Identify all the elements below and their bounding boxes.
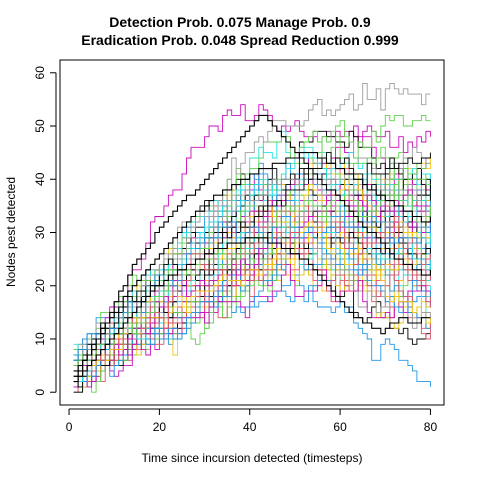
series-line bbox=[73, 210, 431, 377]
y-tick-label: 30 bbox=[33, 226, 47, 240]
series-line bbox=[73, 205, 431, 372]
y-tick-label: 10 bbox=[33, 332, 47, 346]
series-line bbox=[73, 205, 431, 393]
series-line bbox=[73, 178, 431, 388]
series-line bbox=[73, 216, 431, 372]
x-tick-label: 60 bbox=[333, 420, 347, 434]
y-axis-label: Nodes pest detected bbox=[4, 176, 18, 288]
series-line bbox=[73, 152, 431, 367]
series-line bbox=[73, 189, 431, 377]
series-line bbox=[73, 168, 431, 377]
series-line bbox=[73, 162, 431, 372]
series-line bbox=[73, 178, 431, 388]
y-tick-label: 20 bbox=[33, 279, 47, 293]
series-line bbox=[73, 248, 431, 383]
series-line bbox=[73, 168, 431, 377]
series-line bbox=[73, 130, 431, 361]
series-line bbox=[73, 226, 431, 383]
y-tick-label: 50 bbox=[33, 119, 47, 133]
series-line bbox=[73, 253, 431, 388]
series-line bbox=[73, 216, 431, 383]
series-line bbox=[73, 157, 431, 377]
series-line bbox=[73, 237, 431, 372]
series-line bbox=[73, 189, 431, 377]
chart-title: Detection Prob. 0.075 Manage Prob. 0.9 bbox=[109, 14, 371, 30]
series-line bbox=[73, 178, 431, 377]
x-tick-label: 40 bbox=[243, 420, 257, 434]
plot-frame bbox=[59, 59, 445, 406]
y-tick-label: 60 bbox=[33, 66, 47, 80]
series-line bbox=[73, 184, 431, 351]
series-line bbox=[73, 173, 431, 383]
series-line bbox=[73, 82, 431, 372]
series-line bbox=[73, 114, 431, 377]
series-line bbox=[73, 179, 431, 377]
series-line bbox=[73, 194, 431, 393]
series-line bbox=[73, 178, 431, 388]
series-line bbox=[73, 178, 431, 377]
series-line bbox=[73, 205, 431, 361]
series-line bbox=[73, 221, 431, 377]
series-line bbox=[73, 157, 431, 367]
x-axis-label: Time since incursion detected (timesteps… bbox=[141, 451, 363, 465]
series-line bbox=[73, 200, 431, 388]
y-tick-label: 0 bbox=[33, 389, 47, 396]
series-line bbox=[73, 210, 431, 377]
series-layer bbox=[73, 82, 431, 393]
series-line bbox=[73, 200, 431, 367]
series-line bbox=[73, 237, 431, 383]
x-tick-label: 20 bbox=[153, 420, 167, 434]
x-axis: 0 20 40 60 80 bbox=[66, 408, 438, 434]
series-line bbox=[73, 162, 431, 372]
series-line bbox=[73, 152, 431, 383]
series-line bbox=[73, 162, 431, 372]
x-tick-label: 0 bbox=[66, 420, 73, 434]
chart-subtitle: Eradication Prob. 0.048 Spread Reduction… bbox=[81, 32, 399, 48]
series-line bbox=[73, 178, 431, 367]
series-line bbox=[73, 263, 431, 383]
y-tick-label: 40 bbox=[33, 172, 47, 186]
series-line bbox=[73, 114, 431, 377]
series-line bbox=[73, 221, 431, 377]
series-line bbox=[73, 173, 431, 383]
y-axis: 0 10 20 30 40 50 60 bbox=[33, 66, 57, 396]
x-tick-label: 80 bbox=[424, 420, 438, 434]
series-line bbox=[73, 152, 431, 372]
series-line bbox=[73, 226, 431, 393]
series-line bbox=[73, 221, 431, 377]
series-line bbox=[73, 216, 431, 372]
